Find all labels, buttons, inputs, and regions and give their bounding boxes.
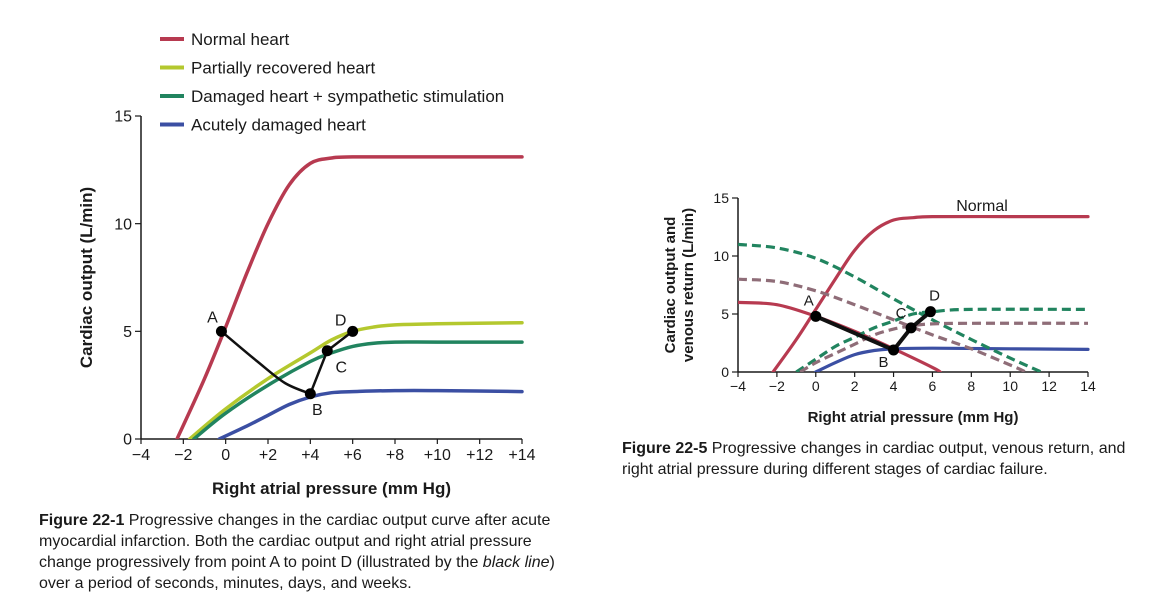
series-line-acutely-damaged-heart [217, 388, 524, 439]
series-line-curve-7 [799, 321, 1089, 372]
y-tick-label: 5 [123, 324, 132, 341]
x-tick-label: −4 [730, 378, 746, 394]
x-tick-label: +4 [301, 447, 319, 464]
x-tick-label: +8 [386, 447, 404, 464]
x-tick-label: 6 [929, 378, 937, 394]
x-tick-label: +10 [424, 447, 451, 464]
y-tick-label: 5 [721, 306, 729, 322]
y-tick-label: 0 [721, 364, 729, 380]
x-tick-label: 8 [967, 378, 975, 394]
point-label-d: D [335, 312, 347, 329]
x-tick-label: −2 [174, 447, 192, 464]
legend-label: Normal heart [191, 30, 290, 49]
point-marker-b [304, 388, 316, 400]
series-line-curve-5 [738, 277, 1027, 372]
x-axis-title: Right atrial pressure (mm Hg) [808, 409, 1019, 426]
y-axis-title-line: Cardiac output and [662, 217, 679, 354]
point-marker-c [905, 322, 917, 334]
figure-22-1-label: Figure 22-1 [39, 512, 125, 529]
point-marker-a [810, 310, 822, 322]
series-line-curve-6 [795, 307, 1089, 372]
x-tick-label: +6 [344, 447, 362, 464]
curve-annotation-normal: Normal [956, 198, 1008, 215]
x-tick-label: 2 [851, 378, 859, 394]
x-tick-label: 14 [1080, 378, 1096, 394]
legend-label: Damaged heart + sympathetic stimulation [191, 87, 504, 106]
series-line-curve-4 [738, 242, 1042, 372]
y-tick-label: 15 [713, 190, 729, 206]
point-marker-c [321, 345, 333, 357]
x-tick-label: −4 [132, 447, 150, 464]
x-tick-label: +12 [466, 447, 493, 464]
y-axis-title: Cardiac output andvenous return (L/min) [662, 208, 697, 362]
point-marker-b [888, 344, 900, 356]
figure-22-5-label: Figure 22-5 [622, 440, 708, 457]
point-marker-a [215, 325, 227, 337]
point-label-c: C [896, 305, 907, 322]
figure-22-1-text-b: ) over a period of seconds, minutes, day… [39, 554, 555, 592]
x-tick-label: 12 [1041, 378, 1057, 394]
point-label-a: A [207, 309, 218, 326]
figure-22-1-text-a: Progressive changes in the cardiac outpu… [39, 512, 551, 571]
series-line-curve-3 [814, 346, 1090, 372]
progression-line [220, 330, 354, 396]
figure-22-1-caption: Figure 22-1 Progressive changes in the c… [39, 510, 579, 594]
legend-label: Acutely damaged heart [191, 116, 366, 135]
series-group [738, 214, 1090, 372]
point-label-d: D [929, 288, 940, 305]
x-tick-label: +2 [259, 447, 277, 464]
series-group [175, 155, 524, 439]
x-tick-label: 10 [1002, 378, 1018, 394]
y-axis-title: Cardiac output (L/min) [77, 187, 96, 368]
point-label-a: A [804, 292, 814, 309]
series-line-normal-heart [175, 155, 524, 439]
x-tick-label: 0 [812, 378, 820, 394]
y-axis-title-line: venous return (L/min) [680, 208, 697, 362]
point-marker-d [925, 306, 936, 318]
chart-22-1: −4 −2 0 +2 +4 +6 +8 +10 +12 +14 0 5 10 15 Right atrial… [77, 30, 536, 498]
x-tick-label: −2 [769, 378, 785, 394]
y-tick-label: 0 [123, 432, 132, 449]
figure-22-1-italic: black line [482, 554, 550, 571]
series-line-partially-recovered-heart [187, 320, 524, 439]
point-label-c: C [335, 360, 347, 377]
x-axis-title: Right atrial pressure (mm Hg) [212, 479, 451, 498]
y-tick-label: 10 [114, 216, 132, 233]
point-label-b: B [312, 402, 323, 419]
y-tick-label: 10 [713, 248, 729, 264]
series-line-damaged-heart-sympathetic-stimulation [192, 340, 524, 439]
x-tick-label: 0 [221, 447, 230, 464]
chart-22-5: −4 −2 0 2 4 6 8 10 12 14 0 5 10 15 Right atrial pressu… [662, 190, 1096, 426]
point-label-b: B [879, 354, 889, 371]
progression-line [815, 310, 932, 352]
x-tick-label: 4 [890, 378, 898, 394]
x-tick-label: +14 [508, 447, 535, 464]
figure-22-5-caption: Figure 22-5 Progressive changes in cardi… [622, 438, 1142, 480]
figure-22-5-text: Progressive changes in cardiac output, v… [622, 440, 1126, 478]
point-marker-d [347, 325, 359, 337]
y-tick-label: 15 [114, 109, 132, 126]
legend-label: Partially recovered heart [191, 59, 376, 78]
